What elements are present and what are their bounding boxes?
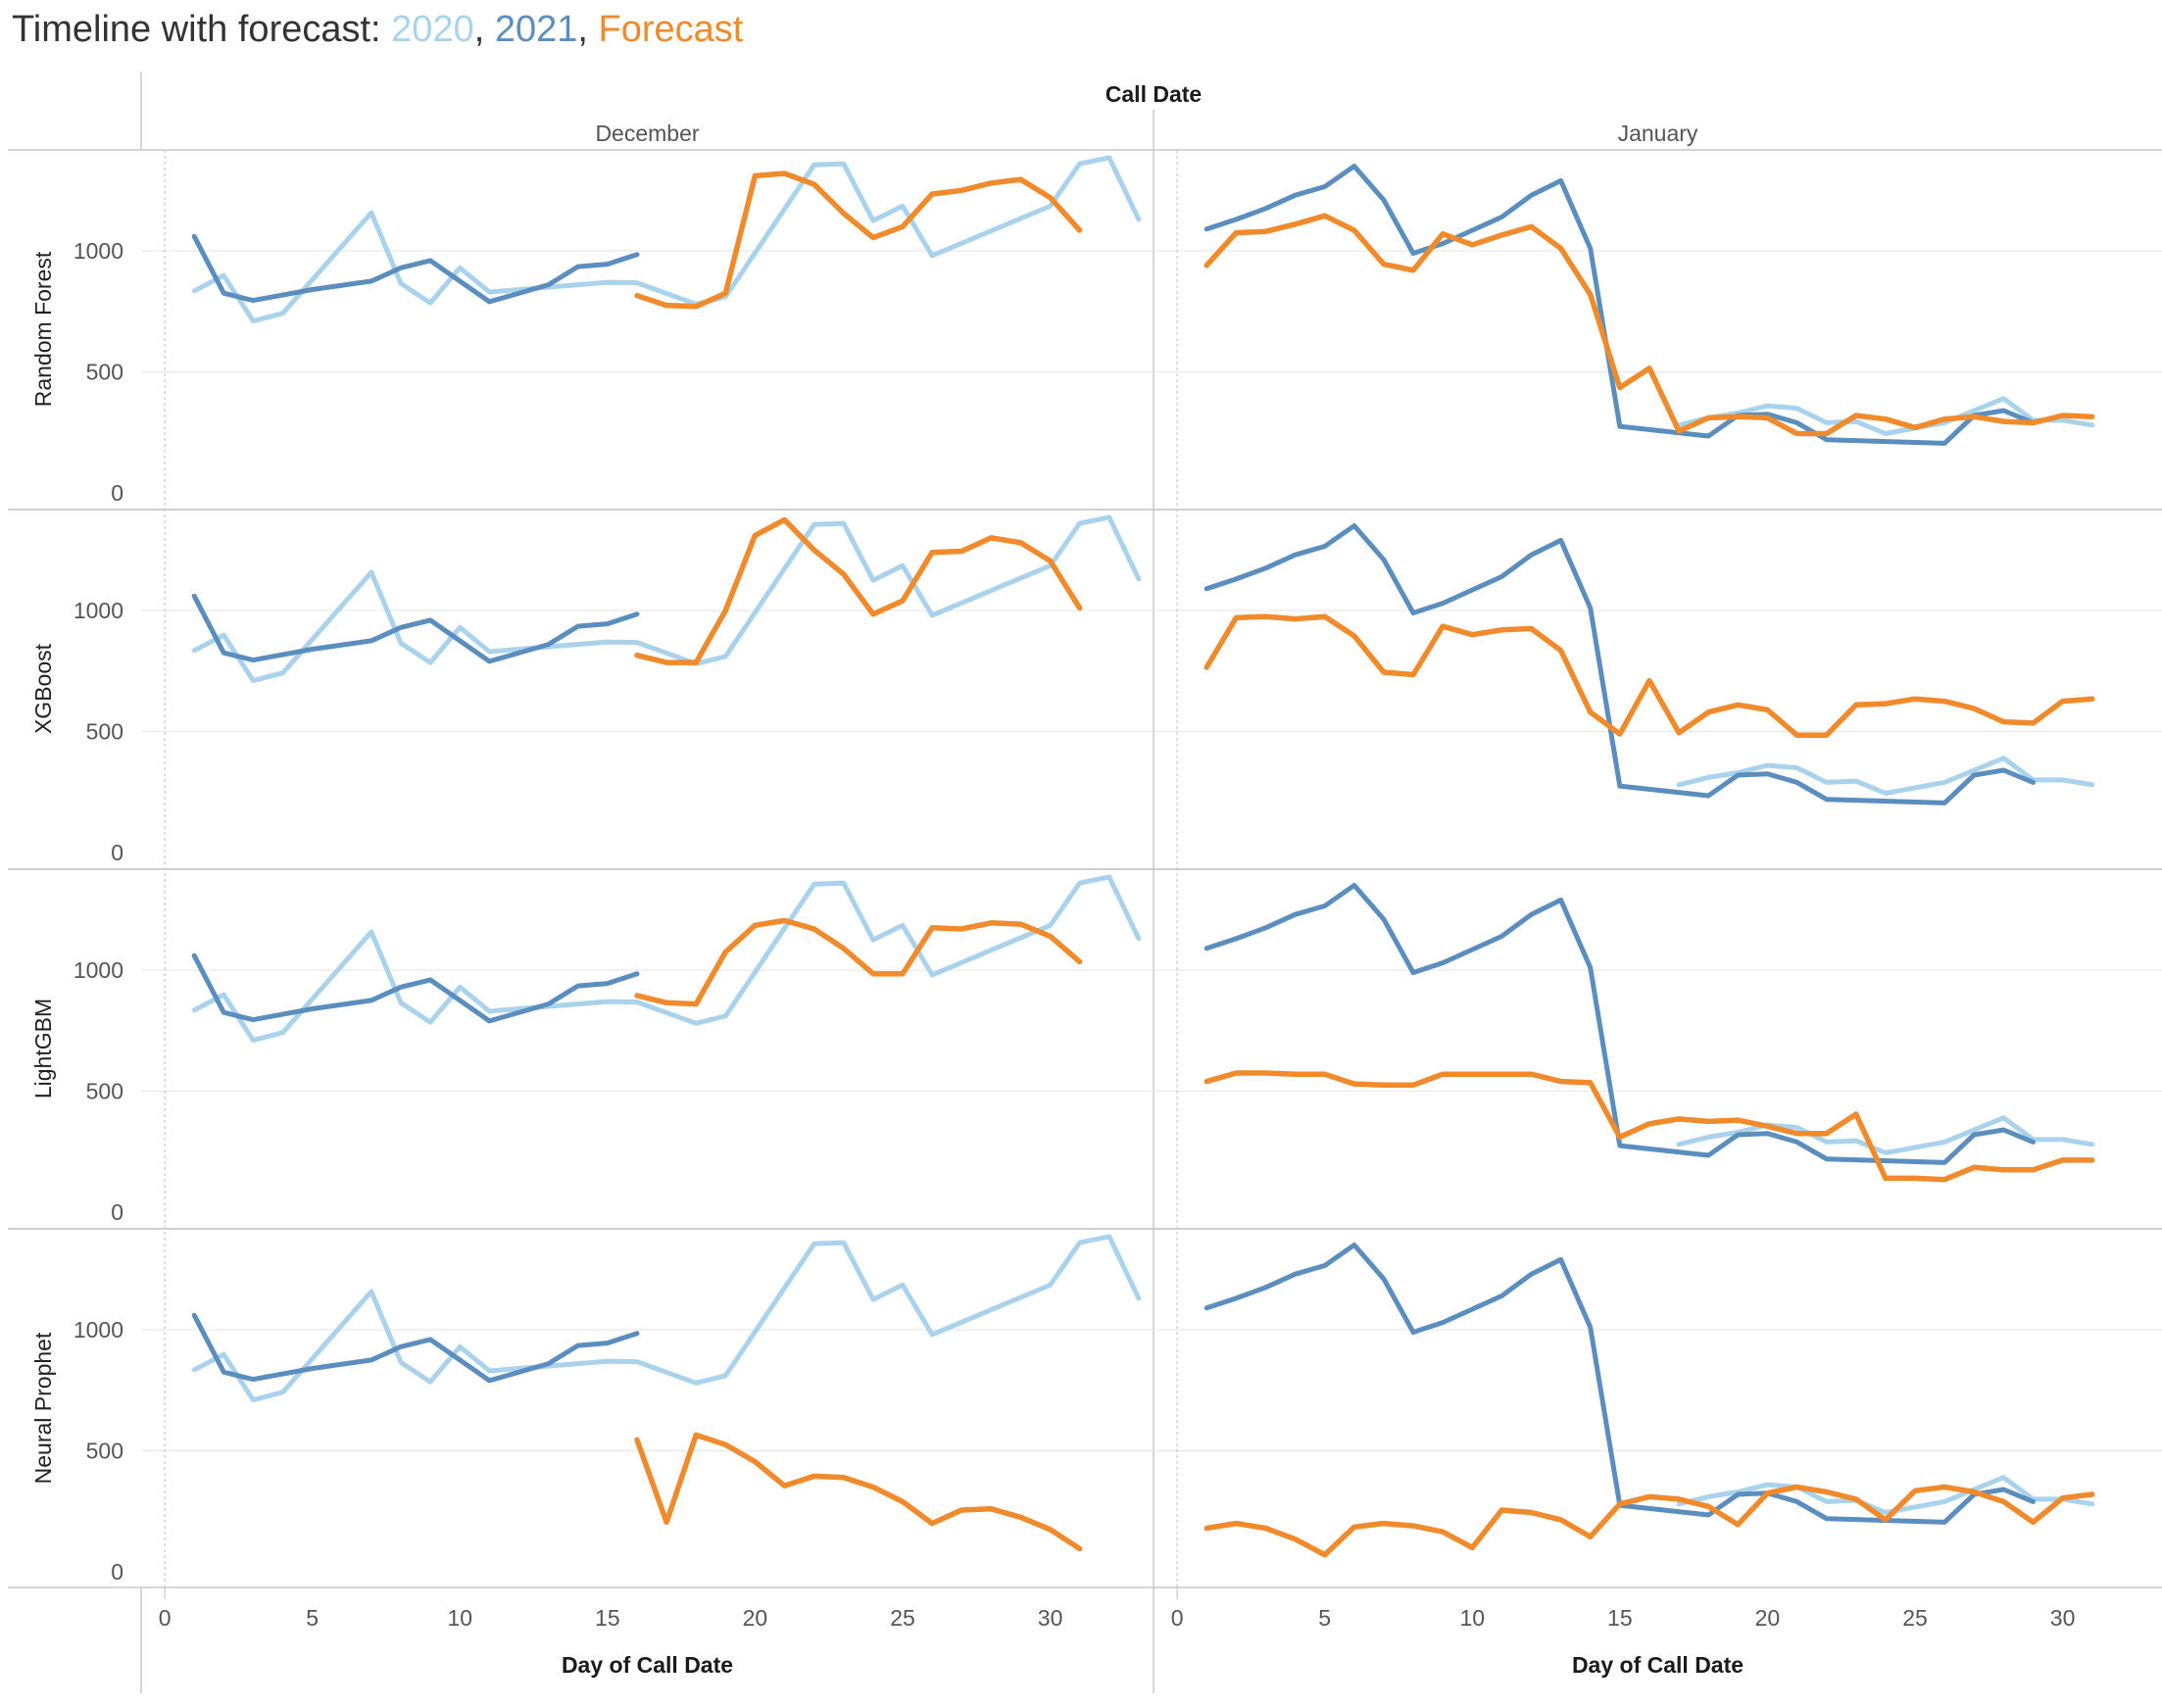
x-tick-label: 25 (890, 1605, 915, 1631)
y-tick-label: 0 (111, 480, 123, 506)
column-header: Call Date (1106, 81, 1202, 107)
x-axis-title: Day of Call Date (1572, 1652, 1744, 1678)
series-line-forecast-january-random-forest (1204, 213, 2095, 437)
column-label-january: January (1618, 121, 1698, 146)
series-line-forecast-january-neural-prophet (1204, 1484, 2095, 1558)
y-tick-label: 500 (86, 1079, 123, 1104)
x-axis-title: Day of Call Date (562, 1652, 733, 1678)
y-tick-label: 0 (111, 1199, 123, 1225)
series-line-forecast-december-xgboost (634, 516, 1083, 665)
grid-layer (8, 150, 2162, 1599)
series-line-forecast-december-neural-prophet (634, 1432, 1083, 1552)
row-label-xgboost: XGBoost (30, 643, 56, 734)
series-line-forecast-january-lightgbm (1204, 1070, 2095, 1183)
title-prefix: Timeline with forecast: (12, 9, 391, 50)
title-2020: 2020 (391, 9, 474, 50)
series-line-2020-december-neural-prophet (191, 1234, 1142, 1403)
frame-lines (8, 72, 2162, 1693)
series-line-2020-december-lightgbm (191, 874, 1142, 1044)
series-line-forecast-december-random-forest (634, 171, 1083, 310)
y-tick-label: 1000 (74, 957, 123, 983)
series-line-2021-january-neural-prophet (1204, 1243, 2036, 1525)
y-tick-label: 1000 (74, 238, 123, 264)
title-forecast: Forecast (599, 9, 744, 50)
series-line-2021-january-lightgbm (1204, 883, 2036, 1165)
series-line-2021-december-neural-prophet (191, 1312, 640, 1384)
x-tick-label: 0 (159, 1605, 172, 1631)
x-tick-label: 0 (1171, 1605, 1184, 1631)
series-line-2020-december-random-forest (191, 155, 1142, 324)
x-tick-label: 15 (1607, 1605, 1633, 1631)
row-label-lightgbm: LightGBM (30, 999, 56, 1098)
title-sep-2: , (577, 9, 598, 50)
x-tick-label: 25 (1902, 1605, 1928, 1631)
title-2021: 2021 (495, 9, 578, 50)
y-tick-label: 500 (86, 719, 123, 745)
y-tick-label: 500 (86, 360, 123, 385)
x-tick-label: 30 (1038, 1605, 1063, 1631)
series-line-2021-december-lightgbm (191, 952, 640, 1024)
y-tick-label: 0 (111, 1559, 123, 1585)
x-tick-label: 10 (1459, 1605, 1485, 1631)
chart-title: Timeline with forecast: 2020, 2021, Fore… (12, 9, 744, 50)
x-tick-label: 5 (1318, 1605, 1331, 1631)
x-tick-label: 10 (447, 1605, 472, 1631)
x-tick-label: 5 (306, 1605, 319, 1631)
row-label-random-forest: Random Forest (30, 251, 56, 407)
x-tick-label: 30 (2050, 1605, 2076, 1631)
series-line-2021-january-xgboost (1204, 523, 2036, 805)
x-tick-label: 15 (595, 1605, 620, 1631)
y-tick-label: 0 (111, 840, 123, 865)
y-tick-label: 1000 (74, 1317, 123, 1342)
x-tick-label: 20 (1755, 1605, 1781, 1631)
series-line-2021-december-random-forest (191, 233, 640, 305)
y-tick-label: 500 (86, 1439, 123, 1464)
series-line-2020-december-xgboost (191, 514, 1142, 684)
column-label-december: December (595, 121, 699, 146)
y-tick-label: 1000 (74, 598, 123, 623)
title-sep-1: , (474, 9, 495, 50)
series-line-2021-january-random-forest (1204, 164, 2036, 446)
x-tick-label: 20 (743, 1605, 768, 1631)
series-line-forecast-december-lightgbm (634, 917, 1083, 1007)
row-label-neural-prophet: Neural Prophet (30, 1332, 56, 1484)
series-line-forecast-january-xgboost (1204, 613, 2095, 738)
data-layer (191, 155, 2095, 1558)
series-line-2021-december-xgboost (191, 593, 640, 664)
